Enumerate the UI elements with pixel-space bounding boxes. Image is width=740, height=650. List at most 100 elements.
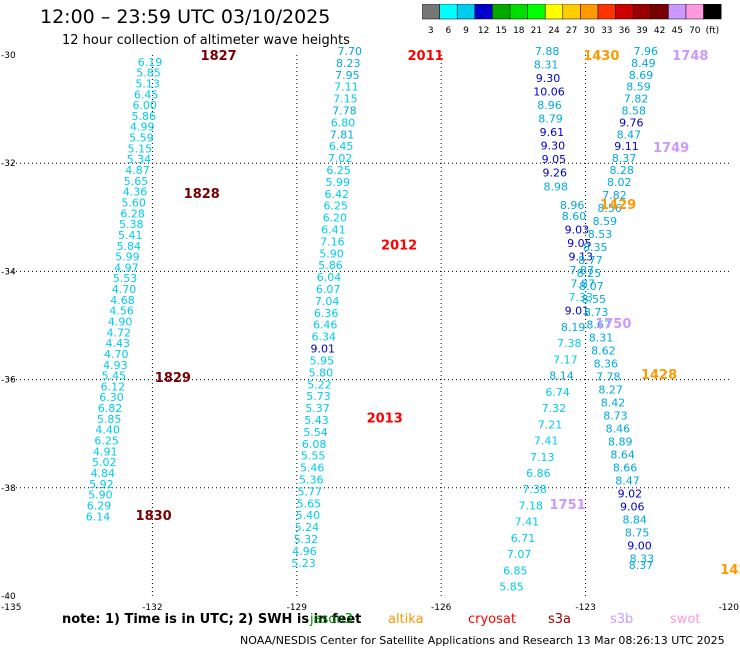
track-number-label: 1429 — [600, 198, 636, 213]
wave-height-point: 7.32 — [542, 402, 567, 415]
wave-height-point: 4.70 — [104, 348, 129, 361]
track-number-label: 2012 — [381, 238, 417, 253]
wave-height-point: 5.99 — [115, 251, 140, 264]
wave-height-point: 5.32 — [294, 533, 319, 546]
wave-height-point: 4.40 — [95, 424, 120, 437]
wave-height-point: 8.75 — [625, 526, 650, 539]
wave-height-point: 6.29 — [87, 499, 112, 512]
wave-height-point: 7.78 — [332, 105, 357, 118]
wave-height-point: 7.33 — [569, 291, 594, 304]
wave-height-point: 5.40 — [296, 509, 321, 522]
wave-height-point: 5.13 — [135, 77, 160, 90]
wave-height-point: 7.41 — [534, 435, 559, 448]
wave-height-point: 9.02 — [618, 488, 643, 501]
wave-height-point: 8.96 — [537, 99, 562, 112]
wave-height-point: 9.06 — [620, 501, 645, 514]
wave-height-point: 5.41 — [118, 229, 143, 242]
colorbar-label: 36 — [619, 26, 631, 36]
wave-height-point: 6.30 — [99, 391, 124, 404]
wave-height-point: 7.82 — [602, 189, 627, 202]
y-tick-label: -38 — [1, 484, 16, 494]
wave-height-point: 8.35 — [583, 241, 608, 254]
wave-height-point: 7.41 — [515, 516, 540, 529]
track-number-label: 1828 — [184, 187, 220, 202]
wave-height-point: 9.00 — [627, 539, 652, 552]
satellite-legend-item: swot — [670, 612, 701, 627]
wave-height-point: 9.26 — [543, 167, 568, 180]
wave-height-point: 5.60 — [121, 196, 146, 209]
wave-height-point: 6.85 — [503, 564, 528, 577]
y-tick-label: -36 — [1, 376, 16, 386]
wave-height-point: 7.15 — [333, 93, 358, 106]
track-number-label: 2013 — [367, 411, 403, 426]
wave-height-point: 6.45 — [329, 140, 354, 153]
wave-height-point: 8.53 — [588, 228, 613, 241]
wave-height-point: 5.86 — [131, 110, 156, 123]
footer-credit: NOAA/NESDIS Center for Satellite Applica… — [240, 634, 725, 647]
wave-height-point: 6.25 — [94, 435, 119, 448]
wave-height-point: 4.72 — [106, 326, 131, 339]
wave-height-point: 9.30 — [541, 140, 566, 153]
wave-height-point: 5.65 — [124, 175, 149, 188]
wave-height-point: 8.31 — [534, 59, 559, 72]
wave-height-point: 6.12 — [101, 380, 126, 393]
wave-height-point: 8.77 — [578, 254, 603, 267]
wave-height-point: 5.46 — [300, 462, 325, 475]
wave-height-point: 5.99 — [325, 176, 350, 189]
wave-height-point: 5.77 — [298, 485, 323, 498]
wave-height-point: 4.84 — [91, 467, 116, 480]
wave-height-point: 8.56 — [597, 202, 622, 215]
color-scale-bar: 3 6 9 12 15 18 21 24 27 30 33 36 39 42 45 70 (ft) — [422, 4, 722, 36]
wave-height-point: 7.96 — [634, 45, 659, 58]
wave-height-point: 9.61 — [540, 126, 565, 139]
wave-height-point: 8.73 — [603, 410, 628, 423]
wave-height-point: 7.07 — [507, 548, 532, 561]
wave-height-point: 4.56 — [109, 305, 134, 318]
wave-height-point: 8.47 — [615, 475, 640, 488]
wave-height-point: 8.37 — [629, 559, 654, 572]
wave-height-point: 6.34 — [312, 331, 337, 344]
wave-height-point: 8.23 — [336, 57, 361, 70]
wave-height-point: 7.88 — [535, 45, 560, 58]
wave-height-point: 7.38 — [522, 483, 547, 496]
wave-height-point: 9.13 — [569, 251, 594, 264]
colorbar-label: 18 — [513, 26, 525, 36]
wave-height-point: 5.85 — [97, 413, 122, 426]
wave-height-point: 9.01 — [311, 343, 336, 356]
y-tick-label: -34 — [1, 267, 16, 277]
wave-height-point: 5.34 — [127, 153, 152, 166]
track-number-label: 1829 — [155, 371, 191, 386]
wave-height-point: 6.25 — [324, 200, 349, 213]
wave-height-point: 6.20 — [323, 212, 348, 225]
wave-height-point: 8.84 — [622, 514, 647, 527]
wave-height-point: 9.03 — [565, 224, 590, 237]
wave-height-point: 6.28 — [120, 207, 145, 220]
y-tick-label: -40 — [1, 592, 16, 602]
wave-height-point: 6.14 — [86, 510, 111, 523]
wave-height-point: 6.00 — [132, 99, 157, 112]
satellite-legend-item: cryosat — [468, 612, 516, 627]
wave-height-point: 8.46 — [606, 423, 631, 436]
wave-height-point: 4.68 — [110, 294, 135, 307]
wave-height-point: 8.66 — [613, 462, 638, 475]
wave-height-point: 5.95 — [310, 354, 335, 367]
track-number-label: 1428 — [641, 368, 677, 383]
colorbar-swatch — [703, 4, 722, 20]
wave-height-point: 4.96 — [292, 545, 317, 558]
wave-height-point: 6.82 — [98, 402, 123, 415]
wave-height-point: 5.90 — [88, 489, 113, 502]
wave-height-point: 8.37 — [612, 152, 637, 165]
wave-height-point: 8.79 — [538, 113, 563, 126]
wave-height-point: 9.30 — [536, 72, 561, 85]
wave-height-point: 7.82 — [624, 93, 649, 106]
wave-height-point: 5.84 — [117, 240, 142, 253]
y-tick-label: -30 — [1, 51, 16, 61]
wave-height-point: 7.16 — [320, 235, 345, 248]
wave-height-point: 6.08 — [302, 438, 327, 451]
wave-height-point: 8.49 — [631, 57, 656, 70]
wave-height-point: 8.14 — [549, 370, 574, 383]
wave-height-point: 5.90 — [319, 247, 344, 260]
wave-height-point: 9.76 — [619, 116, 644, 129]
colorbar-label: 33 — [601, 26, 612, 36]
wave-height-point: 4.99 — [130, 121, 155, 134]
